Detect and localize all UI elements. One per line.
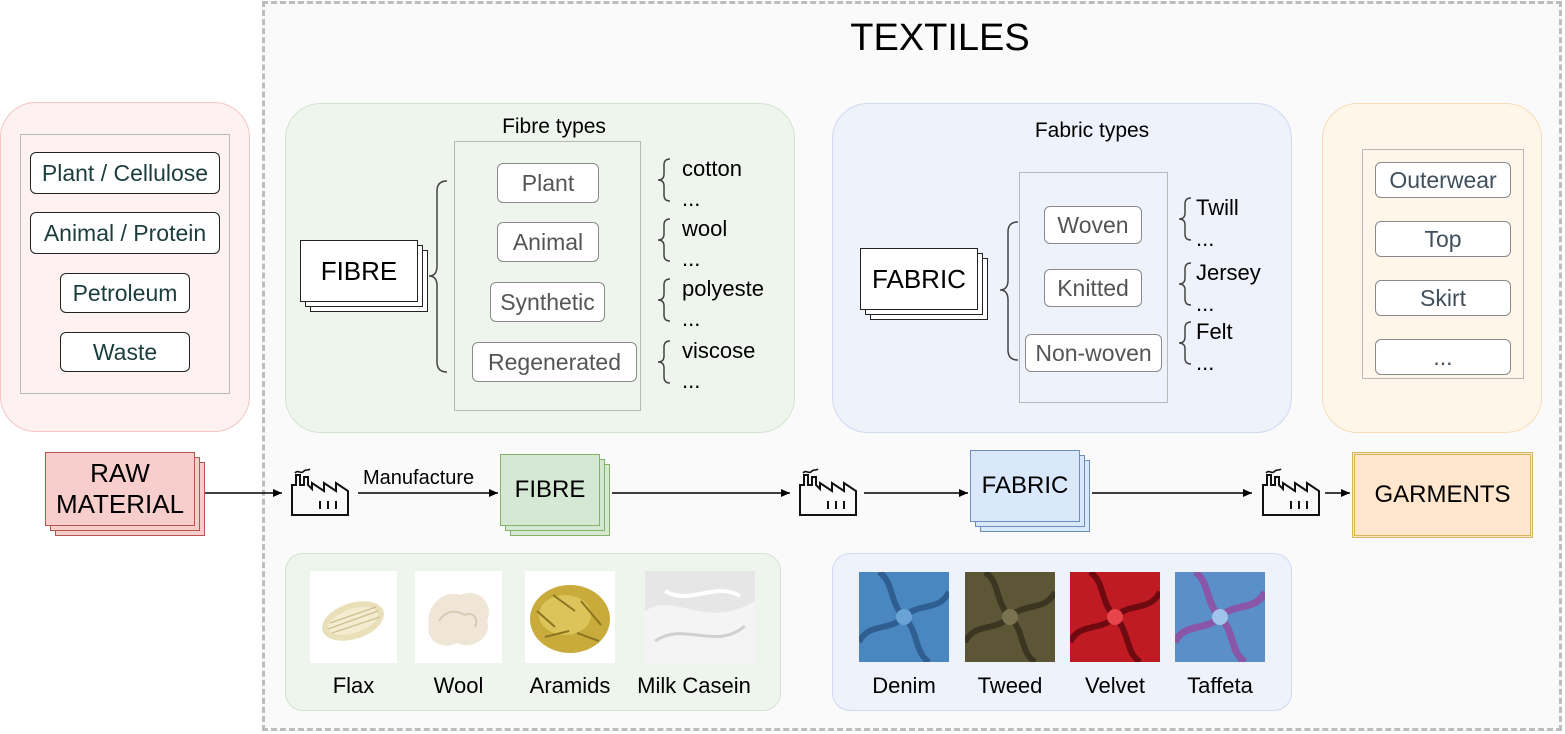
factory-icon <box>290 467 350 517</box>
diagram-title: TEXTILES <box>850 16 1030 59</box>
raw-stage-line2: MATERIAL <box>55 489 185 519</box>
fabric-types-title: Fabric types <box>1034 119 1150 142</box>
fabric-stage: FABRIC <box>970 450 1080 522</box>
fibre-example-ellipsis-4: ... <box>682 368 701 393</box>
fibre-example-braces <box>657 158 671 384</box>
fabric-example-ellipsis-3: ... <box>1196 350 1215 375</box>
wool-caption: Wool <box>433 673 484 698</box>
fibre-stage: FIBRE <box>500 454 600 526</box>
fabric-example-braces <box>1178 197 1192 365</box>
velvet-caption: Velvet <box>1085 673 1145 698</box>
garments-list <box>1362 149 1524 379</box>
factory-icon <box>798 467 858 517</box>
fibre-example-ellipsis-3: ... <box>682 306 701 331</box>
raw-material-stage: RAW MATERIAL <box>45 452 195 526</box>
raw-item-petroleum: Petroleum <box>60 273 190 313</box>
fibre-type-regenerated: Regenerated <box>472 342 637 382</box>
milk-casein-image <box>645 571 755 663</box>
raw-item-plant-cellulose: Plant / Cellulose <box>30 152 220 194</box>
garment-item-ellipsis: ... <box>1375 339 1511 375</box>
garment-item-skirt: Skirt <box>1375 280 1511 316</box>
flax-caption: Flax <box>332 673 375 698</box>
fibre-example-polyester: polyeste <box>682 276 764 301</box>
fabric-example-ellipsis-1: ... <box>1196 226 1215 251</box>
fibre-brace <box>428 180 448 373</box>
fabric-type-knitted: Knitted <box>1044 269 1142 307</box>
fibre-example-viscose: viscose <box>682 338 756 363</box>
fibre-type-animal: Animal <box>497 222 599 262</box>
raw-stage-line1: RAW <box>90 457 150 488</box>
flax-image <box>310 571 397 663</box>
aramids-caption: Aramids <box>529 673 611 698</box>
raw-item-waste: Waste <box>60 332 190 372</box>
fibre-example-ellipsis-1: ... <box>682 186 701 211</box>
tweed-image <box>965 572 1055 662</box>
fibre-types-title: Fibre types <box>502 115 606 138</box>
taffeta-caption: Taffeta <box>1187 673 1253 698</box>
fabric-type-woven: Woven <box>1044 206 1142 244</box>
taffeta-image <box>1175 572 1265 662</box>
fibre-type-synthetic: Synthetic <box>490 282 605 322</box>
fabric-example-felt: Felt <box>1196 319 1233 344</box>
manufacture-label: Manufacture <box>363 467 475 489</box>
milk-casein-caption: Milk Casein <box>637 673 751 698</box>
fabric-type-non-woven: Non-woven <box>1025 334 1162 372</box>
fibre-type-plant: Plant <box>497 163 599 203</box>
raw-item-animal-protein: Animal / Protein <box>30 212 220 254</box>
tweed-caption: Tweed <box>977 673 1043 698</box>
fabric-example-ellipsis-2: ... <box>1196 291 1215 316</box>
denim-caption: Denim <box>872 673 936 698</box>
velvet-image <box>1070 572 1160 662</box>
wool-image <box>415 571 502 663</box>
fibre-node: FIBRE <box>300 240 418 302</box>
garment-item-top: Top <box>1375 221 1511 257</box>
denim-image <box>859 572 949 662</box>
fabric-example-twill: Twill <box>1196 195 1239 220</box>
garment-item-outerwear: Outerwear <box>1375 162 1511 198</box>
aramids-image <box>525 571 615 663</box>
raw-material-list <box>20 134 230 394</box>
fabric-example-jersey: Jersey <box>1196 260 1261 285</box>
factory-icon <box>1261 467 1321 517</box>
fabric-types-list <box>1019 172 1168 403</box>
fibre-example-wool: wool <box>682 216 728 241</box>
fabric-brace <box>999 221 1019 361</box>
fibre-types-list <box>454 141 641 411</box>
garments-stage: GARMENTS <box>1352 452 1533 538</box>
fibre-example-ellipsis-2: ... <box>682 246 701 271</box>
fabric-node: FABRIC <box>860 248 978 310</box>
fibre-example-cotton: cotton <box>682 156 742 181</box>
